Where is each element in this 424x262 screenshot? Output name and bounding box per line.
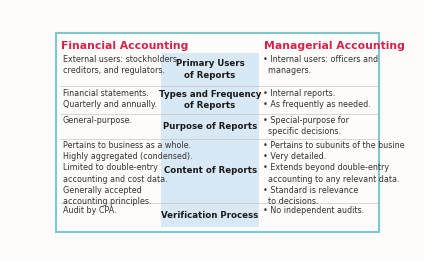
Text: • Special-purpose for
  specific decisions.: • Special-purpose for specific decisions… [263,116,349,136]
Text: • Internal reports.
• As frequently as needed.: • Internal reports. • As frequently as n… [263,89,371,109]
Text: External users: stockholders,
creditors, and regulators.: External users: stockholders, creditors,… [63,55,179,75]
Text: Audit by CPA.: Audit by CPA. [63,206,117,215]
Text: Pertains to business as a whole.
Highly aggregated (condensed).
Limited to doubl: Pertains to business as a whole. Highly … [63,141,192,206]
Bar [161,139,259,203]
Bar [161,203,259,227]
Text: Primary Users
of Reports: Primary Users of Reports [176,59,245,80]
Bar [161,114,259,139]
Text: Managerial Accounting: Managerial Accounting [264,41,405,51]
Text: • No independent audits.: • No independent audits. [263,206,365,215]
Text: • Pertains to subunits of the busine
• Very detailed.
• Extends beyond double-en: • Pertains to subunits of the busine • V… [263,141,405,206]
Text: Purpose of Reports: Purpose of Reports [163,122,257,131]
Text: General-purpose.: General-purpose. [63,116,133,125]
Text: • Internal users: officers and
  managers.: • Internal users: officers and managers. [263,55,379,75]
Text: Financial Accounting: Financial Accounting [61,41,189,51]
Bar [161,86,259,114]
Text: Types and Frequency
of Reports: Types and Frequency of Reports [159,90,261,110]
Text: Verification Process: Verification Process [162,211,259,220]
Text: Content of Reports: Content of Reports [164,166,257,176]
Text: Financial statements.
Quarterly and annually.: Financial statements. Quarterly and annu… [63,89,157,109]
Bar [161,53,259,86]
